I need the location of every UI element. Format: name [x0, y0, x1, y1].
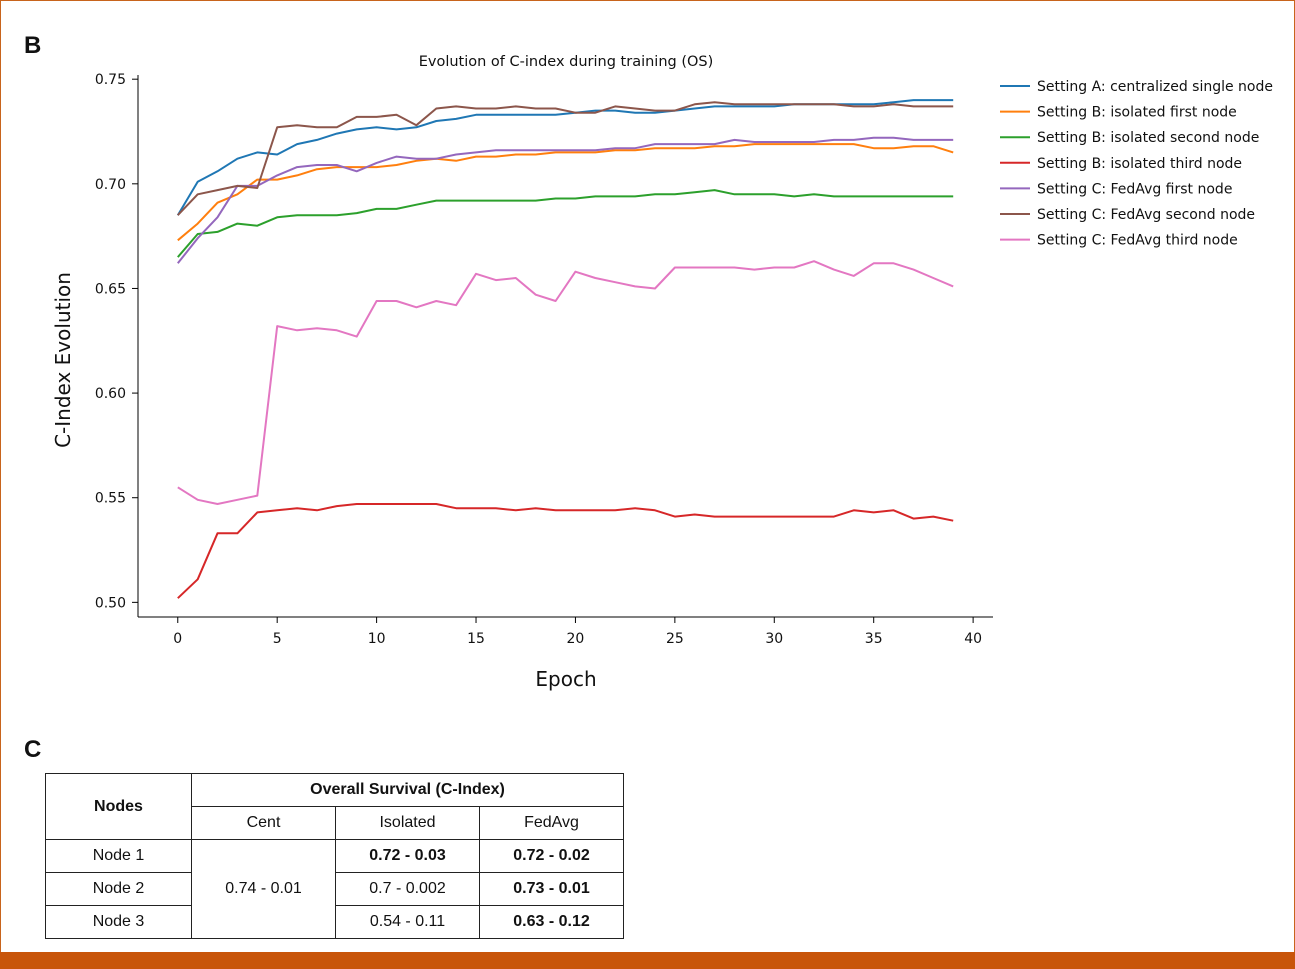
- fedavg-cell: 0.72 - 0.02: [479, 839, 624, 873]
- legend-label: Setting B: isolated first node: [1037, 105, 1237, 121]
- series-line-7: [177, 260, 954, 505]
- x-tick-label: 20: [567, 631, 585, 647]
- legend-label: Setting C: FedAvg second node: [1037, 207, 1255, 223]
- y-axis-title: C-Index Evolution: [51, 272, 75, 448]
- cent-header: Cent: [191, 806, 336, 840]
- series-line-6: [177, 101, 954, 216]
- isolated-header: Isolated: [335, 806, 480, 840]
- cent-value-cell: 0.74 - 0.01: [191, 839, 336, 939]
- isolated-cell: 0.54 - 0.11: [335, 905, 480, 939]
- nodes-header: Nodes: [45, 773, 192, 840]
- legend-label: Setting C: FedAvg first node: [1037, 181, 1232, 197]
- x-tick-label: 10: [368, 631, 386, 647]
- isolated-cell: 0.7 - 0.002: [335, 872, 480, 906]
- overall-survival-header: Overall Survival (C-Index): [191, 773, 624, 807]
- isolated-cell: 0.72 - 0.03: [335, 839, 480, 873]
- legend-label: Setting B: isolated second node: [1037, 130, 1259, 146]
- node-cell: Node 2: [45, 872, 192, 906]
- c-index-line-chart: Evolution of C-index during training (OS…: [51, 54, 1273, 691]
- fedavg-header: FedAvg: [479, 806, 624, 840]
- y-tick-label: 0.75: [95, 72, 126, 88]
- table-header-row: Nodes Overall Survival (C-Index): [45, 773, 624, 840]
- chart-title: Evolution of C-index during training (OS…: [419, 54, 714, 70]
- c-index-results-table: Nodes Overall Survival (C-Index) Cent Is…: [45, 773, 624, 939]
- x-tick-label: 35: [865, 631, 883, 647]
- legend-label: Setting C: FedAvg third node: [1037, 233, 1238, 249]
- plot-area: 0 5 10 15 20 25 30 35 40 0.50 0.55 0.60 0.65 0.70 0.75: [95, 72, 993, 647]
- table-row: Node 2 0.7 - 0.002 0.73 - 0.01: [45, 872, 624, 906]
- panel-c-label: C: [24, 736, 42, 763]
- y-tick-label: 0.65: [95, 281, 126, 297]
- x-tick-label: 30: [765, 631, 783, 647]
- series-line-3: [177, 189, 954, 258]
- legend-label: Setting B: isolated third node: [1037, 156, 1242, 172]
- series-line-2: [177, 143, 954, 242]
- bottom-accent-bar: [0, 952, 1295, 969]
- fedavg-cell: 0.63 - 0.12: [479, 905, 624, 939]
- y-tick-label: 0.70: [95, 177, 126, 193]
- chart-legend: Setting A: centralized single node Settin…: [1000, 79, 1273, 249]
- node-cell: Node 1: [45, 839, 192, 873]
- x-tick-label: 15: [467, 631, 485, 647]
- series-line-5: [177, 136, 954, 264]
- table-row: Node 3 0.54 - 0.11 0.63 - 0.12: [45, 905, 624, 939]
- series-line-4: [177, 503, 954, 599]
- x-tick-label: 40: [964, 631, 982, 647]
- node-cell: Node 3: [45, 905, 192, 939]
- x-tick-label: 0: [173, 631, 182, 647]
- y-tick-label: 0.50: [95, 595, 126, 611]
- x-axis-title: Epoch: [535, 667, 596, 691]
- fedavg-cell: 0.73 - 0.01: [479, 872, 624, 906]
- x-tick-label: 25: [666, 631, 684, 647]
- legend-label: Setting A: centralized single node: [1037, 79, 1273, 95]
- table-subheader-row: Cent Isolated FedAvg: [46, 806, 624, 840]
- table-row: Node 1 0.74 - 0.01 0.72 - 0.03 0.72 - 0.…: [45, 839, 624, 939]
- panel-b-label: B: [24, 32, 42, 59]
- x-tick-label: 5: [273, 631, 282, 647]
- y-tick-label: 0.55: [95, 491, 126, 507]
- y-tick-label: 0.60: [95, 386, 126, 402]
